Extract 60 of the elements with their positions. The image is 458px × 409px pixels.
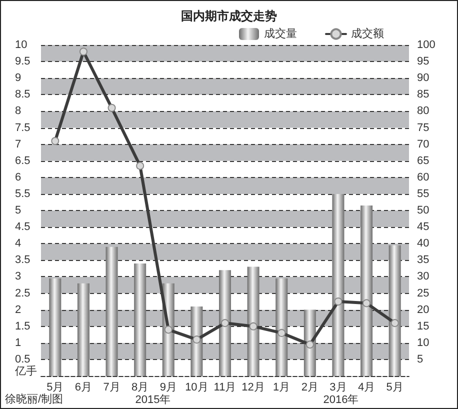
- text: 2016年: [323, 394, 359, 406]
- y2-tick-label: 80: [417, 105, 430, 118]
- text: 徐晓丽/制图: [5, 392, 64, 406]
- y2-tick-label: 5: [417, 353, 424, 366]
- chart-title: 国内期市成交走势: [181, 9, 277, 23]
- y2-tick-label: 35: [417, 254, 430, 266]
- y-tick-label: 0.5: [15, 353, 30, 366]
- y-tick-label: 7: [15, 138, 22, 150]
- y2-tick-label: 10: [417, 336, 430, 349]
- x-tick-label: 4月: [358, 382, 376, 394]
- y-tick-label: 7.5: [15, 122, 30, 134]
- y2-tick-label: 15: [417, 320, 430, 332]
- y-tick-label: 6.5: [15, 154, 30, 167]
- y-tick-label: 3: [15, 270, 22, 283]
- y2-tick-label: 75: [417, 122, 430, 134]
- x-tick-label: 2月: [301, 382, 318, 394]
- y2-tick-label: 65: [417, 154, 430, 167]
- y2-tick-label: 20: [417, 304, 430, 316]
- x-tick-label: 10月: [185, 382, 208, 394]
- x-tick-label: 7月: [103, 382, 120, 394]
- y2-tick-label: 40: [417, 238, 430, 250]
- y-tick-label: 8: [15, 105, 22, 118]
- x-tick-label: 1月: [273, 382, 290, 394]
- y-tick-label: 10: [15, 39, 28, 51]
- x-tick-label: 5月: [46, 382, 64, 394]
- x-tick-label: 11月: [214, 382, 236, 394]
- y-axis-title: 亿手: [14, 364, 37, 378]
- y2-tick-label: 95: [417, 56, 430, 68]
- y-tick-label: 4.5: [15, 221, 30, 234]
- y2-tick-label: 85: [417, 88, 430, 101]
- y2-tick-label: 45: [417, 221, 430, 234]
- y-tick-label: 6: [15, 171, 22, 184]
- y-tick-label: 9.5: [15, 56, 30, 68]
- x-tick-label: 5月: [386, 382, 404, 394]
- y-tick-label: 5: [15, 204, 22, 216]
- y-tick-label: 2: [15, 304, 22, 316]
- y-tick-label: 5.5: [15, 188, 30, 200]
- x-tick-label: 3月: [330, 382, 347, 394]
- legend-label: 成交额: [351, 27, 384, 40]
- y2-tick-label: 90: [417, 72, 430, 84]
- legend-label: 成交量: [264, 27, 297, 40]
- y2-tick-label: 50: [417, 204, 430, 216]
- y-tick-label: 2.5: [15, 287, 30, 300]
- x-tick-label: 8月: [132, 382, 149, 394]
- y-tick-label: 1.5: [15, 320, 30, 332]
- y2-tick-label: 30: [417, 270, 430, 283]
- x-tick-label: 9月: [160, 382, 177, 394]
- y2-tick-label: 100: [417, 39, 436, 51]
- y-tick-label: 4: [15, 238, 22, 250]
- text: 2015年: [135, 394, 171, 406]
- y-tick-label: 8.5: [15, 88, 30, 101]
- y-tick-label: 9: [15, 72, 22, 84]
- y2-tick-label: 60: [417, 171, 430, 184]
- x-tick-label: 12月: [242, 382, 265, 394]
- y2-tick-label: 70: [417, 138, 430, 150]
- y2-tick-label: 25: [417, 287, 430, 300]
- x-tick-label: 6月: [74, 382, 92, 394]
- y-tick-label: 3.5: [15, 254, 30, 266]
- y-tick-label: 1: [15, 336, 22, 349]
- y2-tick-label: 55: [417, 188, 430, 200]
